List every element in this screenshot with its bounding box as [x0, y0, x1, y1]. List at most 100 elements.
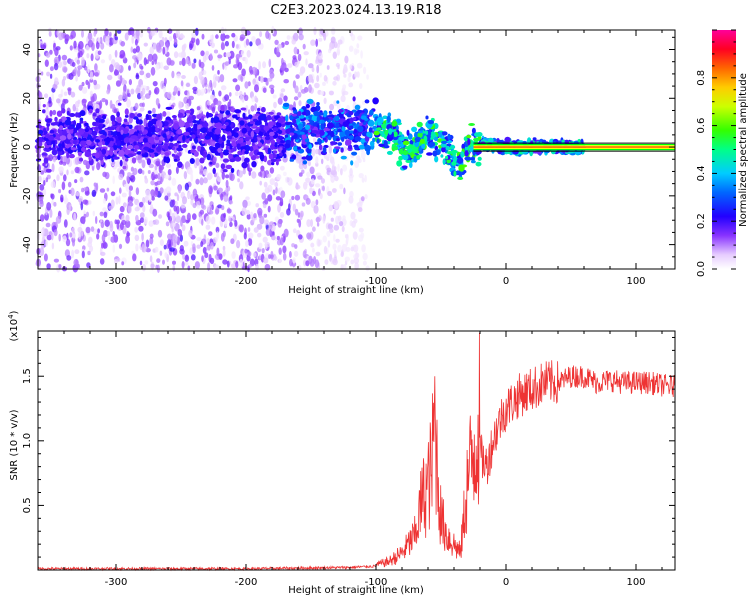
heatmap-cell	[262, 87, 267, 93]
heatmap-cell	[139, 201, 144, 208]
heatmap-cell	[54, 77, 59, 85]
heatmap-cell	[94, 72, 99, 77]
heatmap-cell	[117, 102, 122, 106]
heatmap-cell	[67, 125, 74, 130]
heatmap-cell	[225, 52, 231, 58]
heatmap-cell	[221, 205, 225, 211]
heatmap-cell	[73, 129, 78, 134]
heatmap-cell	[168, 36, 173, 42]
heatmap-cell	[81, 187, 85, 193]
heatmap-cell	[137, 52, 143, 61]
heatmap-cell	[214, 76, 220, 81]
heatmap-cell	[164, 128, 169, 132]
heatmap-cell	[51, 199, 54, 206]
heatmap-cell	[113, 108, 117, 114]
heatmap-cell	[288, 203, 291, 211]
heatmap-cell	[64, 119, 72, 126]
heatmap-cell	[447, 133, 451, 140]
heatmap-cell	[236, 143, 241, 151]
heatmap-cell	[220, 85, 227, 91]
heatmap-cell	[378, 143, 384, 147]
heatmap-cell	[202, 246, 207, 254]
heatmap-cell	[95, 216, 98, 224]
heatmap-cell	[181, 208, 187, 213]
heatmap-cell	[233, 64, 239, 69]
heatmap-cell	[324, 259, 329, 265]
heatmap-cell	[170, 220, 174, 229]
heatmap-cell	[309, 166, 315, 175]
heatmap-cell	[292, 228, 297, 234]
heatmap-cell	[43, 157, 49, 164]
heatmap-cell	[417, 130, 424, 134]
heatmap-cell	[39, 200, 44, 208]
heatmap-cell	[150, 152, 155, 158]
heatmap-cell	[133, 145, 140, 150]
heatmap-cell	[247, 227, 251, 232]
heatmap-cell	[161, 36, 165, 42]
heatmap-cell	[139, 63, 143, 69]
heatmap-cell	[66, 152, 70, 159]
heatmap-cell	[218, 137, 223, 144]
heatmap-cell	[136, 151, 142, 155]
heatmap-cell	[127, 153, 135, 158]
heatmap-cell	[353, 48, 358, 56]
heatmap-cell	[82, 216, 86, 225]
heatmap-cell	[354, 160, 360, 169]
heatmap-cell	[95, 108, 100, 114]
heatmap-cell	[255, 38, 261, 47]
heatmap-cell	[136, 84, 141, 94]
heatmap-cell	[184, 261, 189, 266]
heatmap-cell	[204, 252, 209, 259]
heatmap-cell	[427, 120, 434, 125]
figure-title: C2E3.2023.024.13.19.R18	[270, 3, 441, 18]
heatmap-cell	[134, 38, 138, 46]
heatmap-cell	[280, 93, 284, 98]
heatmap-cell	[110, 191, 116, 197]
heatmap-cell	[205, 246, 211, 251]
heatmap-cell	[283, 95, 288, 102]
heatmap-cell	[246, 254, 251, 262]
heatmap-cell	[330, 141, 336, 145]
heatmap-cell	[155, 160, 160, 167]
heatmap-cell	[272, 231, 275, 237]
heatmap-cell	[263, 155, 268, 163]
heatmap-cell	[224, 61, 230, 66]
heatmap-cell	[326, 167, 332, 173]
heatmap-cell	[460, 151, 465, 158]
heatmap-cell	[278, 258, 282, 264]
heatmap-cell	[350, 160, 354, 166]
heatmap-cell	[215, 226, 220, 234]
heatmap-cell	[268, 153, 274, 160]
heatmap-cell	[183, 43, 187, 49]
heatmap-cell	[163, 85, 166, 94]
heatmap-cell	[79, 110, 86, 117]
heatmap-cell	[251, 161, 257, 168]
heatmap-cell	[82, 199, 88, 205]
heatmap-cell	[308, 84, 312, 93]
heatmap-cell	[40, 170, 45, 175]
heatmap-cell	[529, 149, 534, 157]
heatmap-cell	[271, 235, 276, 241]
heatmap-cell	[283, 102, 290, 107]
heatmap-cell	[70, 147, 77, 151]
heatmap-cell	[247, 251, 252, 257]
heatmap-cell	[175, 29, 180, 39]
heatmap-cell	[188, 168, 194, 176]
heatmap-cell	[155, 98, 160, 106]
heatmap-cell	[122, 202, 127, 208]
heatmap-cell	[308, 63, 314, 69]
heatmap-cell	[279, 211, 285, 218]
heatmap-y-axis-label: Frequency (Hz)	[9, 112, 20, 188]
heatmap-cell	[302, 160, 308, 165]
heatmap-cell	[261, 192, 267, 200]
heatmap-cell	[441, 146, 446, 153]
heatmap-cell	[282, 252, 287, 261]
heatmap-cell	[246, 213, 251, 220]
heatmap-cell	[461, 143, 466, 150]
heatmap-cell	[288, 104, 294, 111]
heatmap-cell	[52, 157, 56, 163]
heatmap-cell	[73, 40, 77, 49]
heatmap-cell	[265, 228, 271, 236]
heatmap-cell	[273, 101, 277, 109]
snr-y-tick-label: 0.5	[22, 497, 33, 513]
